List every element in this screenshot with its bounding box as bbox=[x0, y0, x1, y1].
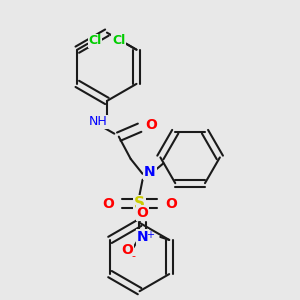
Text: N: N bbox=[144, 165, 156, 179]
Text: NH: NH bbox=[88, 115, 107, 128]
Text: S: S bbox=[134, 196, 145, 211]
Text: O: O bbox=[165, 196, 177, 211]
Text: O: O bbox=[122, 243, 134, 257]
Text: +: + bbox=[146, 230, 154, 241]
Text: N: N bbox=[136, 230, 148, 244]
Text: -: - bbox=[131, 251, 136, 261]
Text: Cl: Cl bbox=[88, 34, 102, 47]
Text: O: O bbox=[103, 196, 114, 211]
Text: O: O bbox=[136, 206, 148, 220]
Text: Cl: Cl bbox=[112, 34, 125, 47]
Text: O: O bbox=[146, 118, 158, 132]
